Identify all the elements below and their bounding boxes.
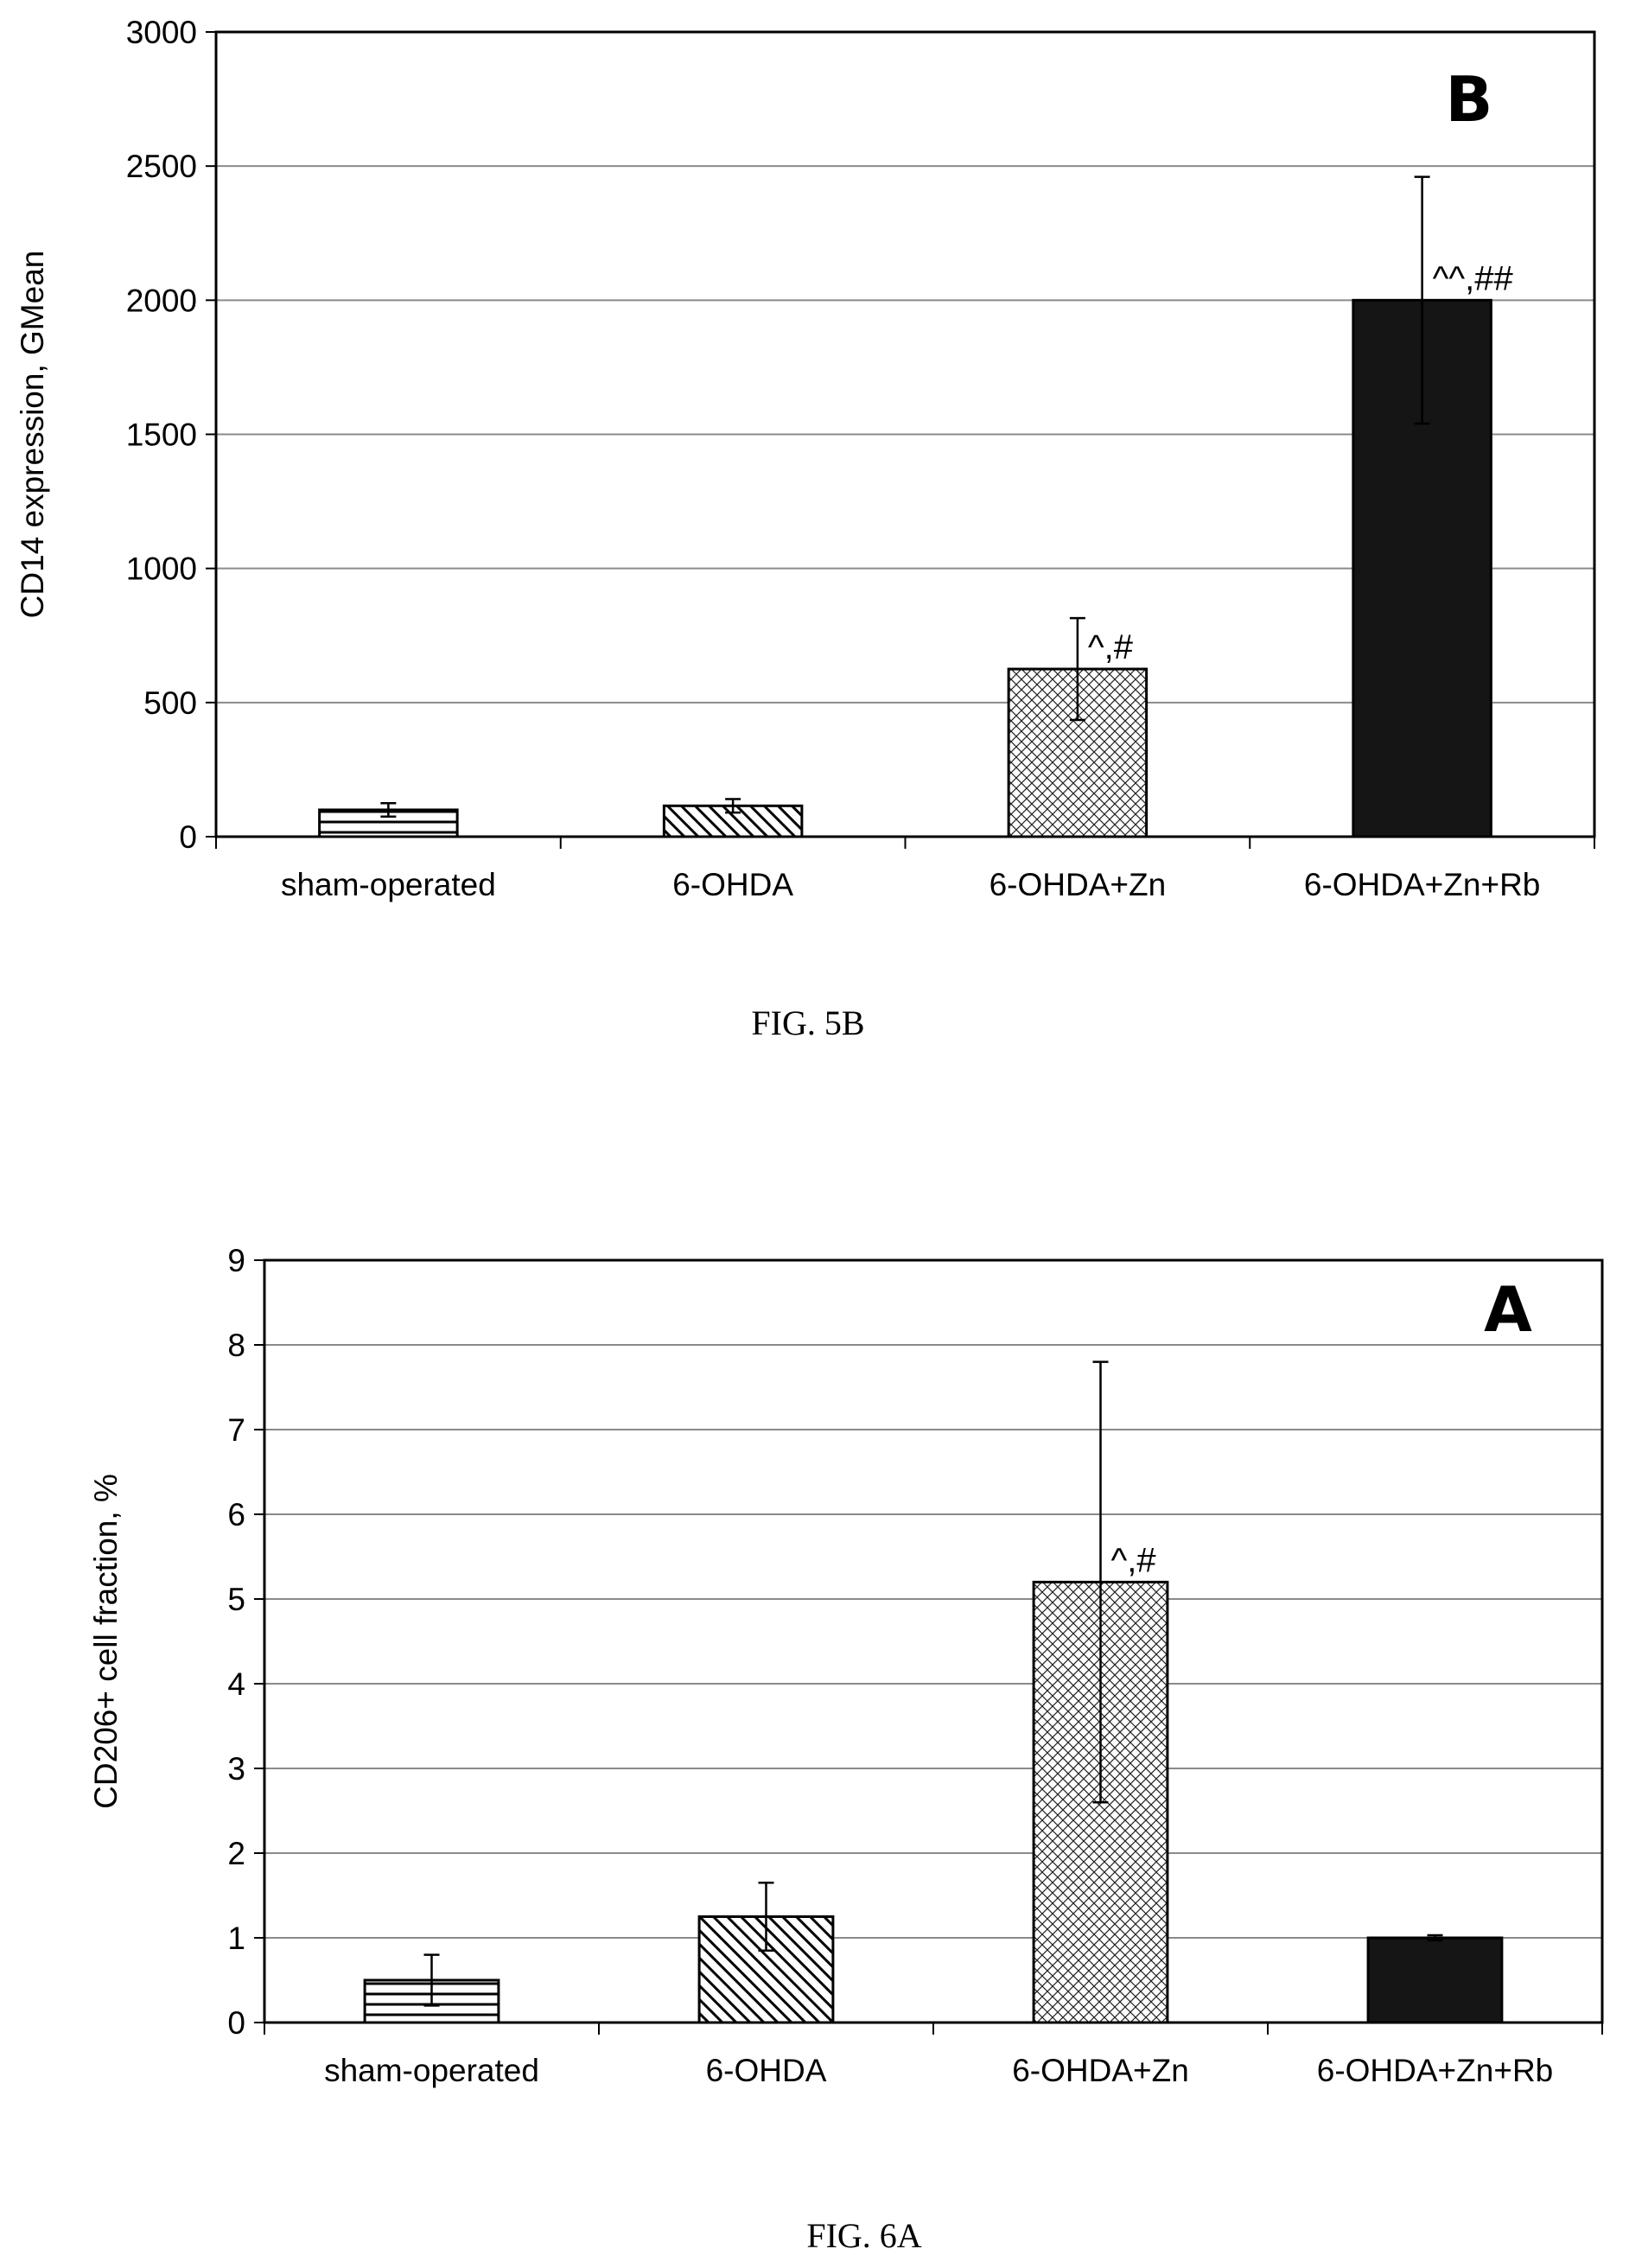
cd14-expression-chart: 0 500 1000 1500 2000 2500 3000 sham-operated 6-O… [15,15,1596,902]
y-axis-label: CD14 expression, GMean [15,251,50,619]
figure-caption-5b: FIG. 5B [751,1003,864,1042]
significance-annotation: ^^,## [1433,259,1514,297]
y-tick-label: 6 [227,1497,245,1532]
figure-caption-6a: FIG. 6A [806,2216,921,2255]
y-tick-label: 9 [227,1243,245,1278]
y-tick-label: 2500 [126,149,197,184]
x-tick-label: 6-OHDA [706,2053,827,2088]
y-tick-label: 500 [143,685,197,721]
y-tick-label: 3000 [126,15,197,50]
y-tick-label: 1 [227,1921,245,1956]
x-tick-label: sham-operated [281,867,496,902]
x-tick-label: 6-OHDA+Zn+Rb [1317,2053,1554,2088]
y-tick-label: 8 [227,1328,245,1363]
x-tick-label: 6-OHDA+Zn+Rb [1304,867,1541,902]
y-tick-label: 4 [227,1666,245,1702]
y-tick-label: 3 [227,1751,245,1787]
y-tick-label: 7 [227,1412,245,1448]
x-tick-label: 6-OHDA+Zn [989,867,1167,902]
y-tick-label: 2000 [126,283,197,318]
bar-4 [1366,1936,1504,2024]
cd206-fraction-chart: 0 1 2 3 4 5 6 7 8 9 sham-operated 6-OHDA 6-OHDA+Zn ^,… [88,1243,1604,2088]
y-tick-label: 1500 [126,417,197,453]
panel-letter: B [1446,63,1493,136]
panel-letter: A [1484,1273,1532,1346]
y-tick-label: 2 [227,1836,245,1871]
plot-frame [263,1258,1604,2024]
y-tick-label: 5 [227,1582,245,1617]
significance-annotation: ^,# [1088,628,1134,666]
x-tick-label: sham-operated [324,2053,539,2088]
y-tick-label: 1000 [126,551,197,587]
y-tick-label: 0 [227,2005,245,2041]
y-axis-label: CD206+ cell fraction, % [88,1474,124,1809]
significance-annotation: ^,# [1111,1541,1157,1579]
y-tick-label: 0 [179,819,197,855]
x-tick-label: 6-OHDA+Zn [1012,2053,1189,2088]
x-tick-label: 6-OHDA [672,867,793,902]
